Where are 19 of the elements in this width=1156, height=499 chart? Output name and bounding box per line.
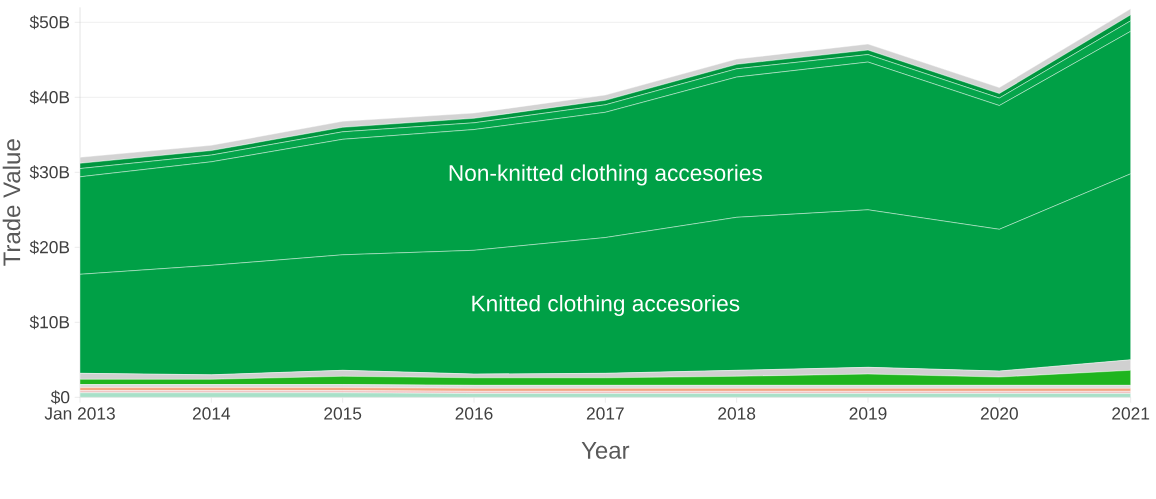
series-label: Non-knitted clothing accesories — [449, 164, 762, 186]
x-tick-label: 2019 — [849, 407, 887, 420]
series-label: Knitted clothing accesories — [472, 295, 740, 317]
y-tick-label: $0 — [50, 390, 70, 405]
x-tick-label: 2017 — [586, 407, 624, 420]
x-axis-title: Year — [581, 442, 630, 460]
x-tick-label: 2021 — [1112, 407, 1150, 420]
y-tick-label: $20B — [29, 240, 70, 255]
y-tick-label: $10B — [29, 315, 70, 330]
y-tick-label: $30B — [29, 165, 70, 180]
y-tick-label: $40B — [29, 90, 70, 105]
x-tick-label: 2015 — [324, 407, 362, 420]
x-tick-label: 2018 — [718, 407, 756, 420]
x-tick-label: 2014 — [192, 407, 231, 420]
y-axis-title: Trade Value — [2, 139, 21, 266]
x-tick-label: Jan 2013 — [44, 407, 115, 420]
x-tick-label: 2016 — [455, 407, 493, 420]
y-tick-label: $50B — [29, 15, 70, 30]
x-tick-label: 2020 — [980, 407, 1018, 420]
